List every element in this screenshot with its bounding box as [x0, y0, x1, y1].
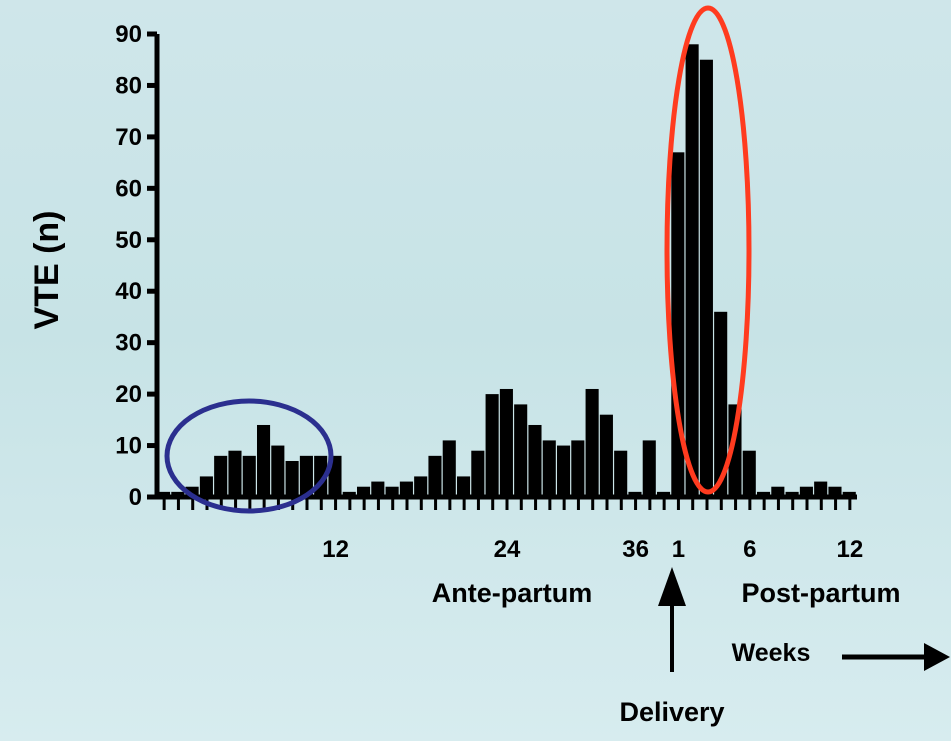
- bar-5: [214, 455, 228, 497]
- bar-14: [342, 491, 356, 497]
- bar-48: [828, 486, 842, 497]
- bar-3: [185, 486, 199, 497]
- bar-43: [757, 491, 771, 497]
- bar-44: [771, 486, 785, 497]
- bar-29: [557, 445, 571, 497]
- bar-22: [457, 476, 471, 497]
- bar-1: [157, 491, 171, 497]
- bar-11: [299, 455, 313, 497]
- x-tick-label-1: 12: [322, 536, 349, 563]
- bar-16: [371, 481, 385, 497]
- weeks-arrow-head: [924, 643, 950, 671]
- bar-35: [642, 440, 656, 497]
- bar-23: [471, 450, 485, 497]
- y-tick-label-90: 90: [115, 21, 142, 48]
- bar-34: [628, 491, 642, 497]
- bar-40: [714, 311, 728, 497]
- bar-24: [485, 394, 499, 497]
- early-pregnancy-highlight-ellipse: [164, 398, 334, 514]
- delivery-arrow-head: [658, 567, 686, 606]
- delivery-label: Delivery: [619, 697, 724, 727]
- bar-10: [285, 460, 299, 497]
- ante-partum-label: Ante-partum: [432, 578, 593, 608]
- axes-layer: 0 10 20 30 40 50 60 70 80 90 12 24 36 1 6 12: [115, 21, 863, 563]
- y-tick-label-70: 70: [115, 124, 142, 151]
- bar-38: [685, 44, 699, 497]
- bar-32: [599, 414, 613, 497]
- bar-45: [785, 491, 799, 497]
- bar-20: [428, 455, 442, 497]
- highlights-layer: [164, 5, 752, 514]
- bar-4: [199, 476, 213, 497]
- ylabel-group: VTE (n): [28, 211, 66, 330]
- bar-37: [671, 152, 685, 497]
- bar-28: [542, 440, 556, 497]
- bar-18: [399, 481, 413, 497]
- bar-7: [242, 455, 256, 497]
- bar-26: [514, 404, 528, 497]
- y-tick-label-60: 60: [115, 175, 142, 202]
- bar-9: [271, 445, 285, 497]
- y-tick-label-40: 40: [115, 278, 142, 305]
- y-tick-label-50: 50: [115, 227, 142, 254]
- bar-8: [257, 424, 271, 497]
- x-tick-label-4: 1: [672, 536, 685, 563]
- post-partum-label: Post-partum: [741, 578, 900, 608]
- y-axis-label: VTE (n): [28, 211, 66, 330]
- x-tick-label-6: 12: [837, 536, 864, 563]
- x-tick-label-2: 24: [494, 536, 521, 563]
- bar-33: [614, 450, 628, 497]
- y-tick-label-30: 30: [115, 330, 142, 357]
- bar-6: [228, 450, 242, 497]
- y-tick-label-0: 0: [129, 484, 142, 511]
- bar-21: [442, 440, 456, 497]
- x-tick-label-3: 36: [622, 536, 649, 563]
- bar-15: [357, 486, 371, 497]
- bar-30: [571, 440, 585, 497]
- early-postpartum-highlight-ellipse: [664, 5, 752, 495]
- y-tick-label-10: 10: [115, 433, 142, 460]
- bar-42: [742, 450, 756, 497]
- bar-49: [842, 491, 856, 497]
- y-tick-label-80: 80: [115, 72, 142, 99]
- bar-46: [799, 486, 813, 497]
- x-axis-label: Weeks: [732, 639, 811, 667]
- bar-17: [385, 486, 399, 497]
- bar-39: [699, 59, 713, 497]
- arrows-layer: [658, 567, 950, 672]
- x-tick-label-5: 6: [743, 536, 756, 563]
- bar-25: [499, 388, 513, 497]
- y-tick-label-20: 20: [115, 381, 142, 408]
- bar-31: [585, 388, 599, 497]
- bar-36: [657, 491, 671, 497]
- bars-layer: [157, 44, 856, 497]
- bar-27: [528, 424, 542, 497]
- bar-47: [814, 481, 828, 497]
- bar-19: [414, 476, 428, 497]
- bar-2: [171, 491, 185, 497]
